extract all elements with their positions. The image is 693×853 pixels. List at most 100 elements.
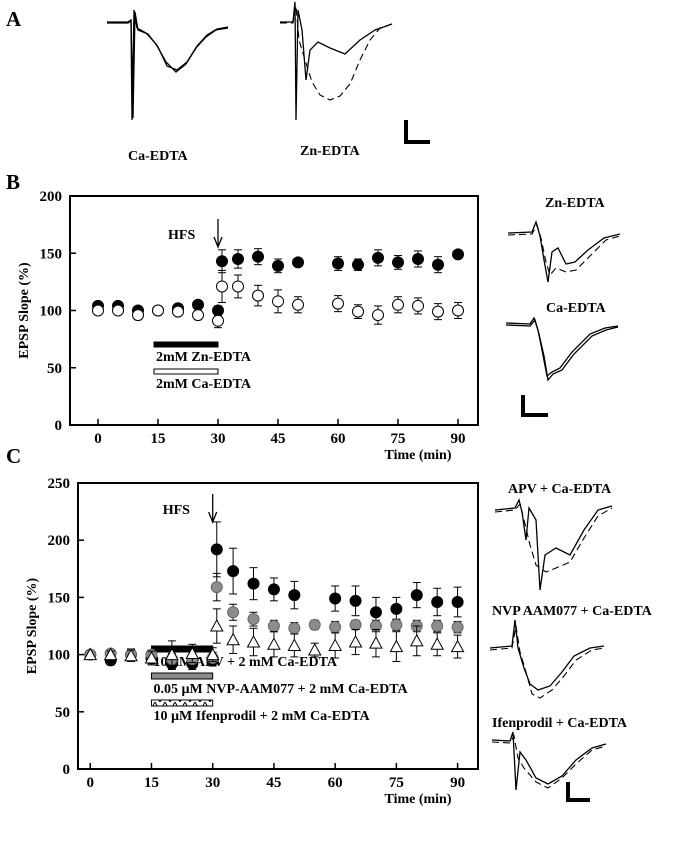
chart0-data-point xyxy=(452,248,464,261)
chart1-data-point xyxy=(349,594,362,607)
chart1-data-point xyxy=(431,595,444,608)
panel-label-a: A xyxy=(6,7,22,31)
chart1-ytick-label: 50 xyxy=(55,705,70,721)
chart0-data-point xyxy=(332,297,344,310)
panel-c-hfs-label: HFS xyxy=(163,503,190,518)
chart0-ytick-label: 0 xyxy=(55,418,63,434)
chart0-series-1 xyxy=(92,269,464,329)
panel-a-label-zn: Zn-EDTA xyxy=(300,144,361,159)
chart1-data-point xyxy=(328,638,342,651)
chart0-xlabel: Time (min) xyxy=(384,448,451,463)
chart0-data-point xyxy=(392,256,404,269)
chart0-xtick-label: 90 xyxy=(451,431,466,447)
chart1-data-point xyxy=(185,646,200,659)
chart1-data-point xyxy=(329,621,342,634)
chart0-data-point xyxy=(272,295,284,308)
chart1-data-point xyxy=(210,581,223,594)
chart0-data-point xyxy=(192,309,204,322)
chart1-drug-bar-label: 10 µM APV + 2 mM Ca-EDTA xyxy=(153,655,337,670)
chart1-data-point xyxy=(390,618,403,631)
chart0-data-point xyxy=(192,298,204,311)
panel-c-scale-bar xyxy=(566,782,590,802)
chart1-data-point xyxy=(83,647,98,661)
chart1-hfs-arrow-head xyxy=(208,511,218,524)
chart1-data-point xyxy=(450,639,465,653)
chart1-data-point xyxy=(226,632,240,646)
chart0-data-point xyxy=(372,251,384,264)
chart1-drug-bar xyxy=(150,699,214,707)
panel-a-label-ca: Ca-EDTA xyxy=(128,149,189,164)
chart1-data-point xyxy=(247,613,260,626)
panel-label-b: B xyxy=(6,170,20,194)
chart1-data-point xyxy=(410,589,423,602)
chart0-data-point xyxy=(172,305,184,318)
chart1-ytick-label: 200 xyxy=(48,533,71,549)
panel-b-hfs-label: HFS xyxy=(168,228,195,243)
panel-c-trace-nvp xyxy=(489,619,605,699)
chart1-data-point xyxy=(451,621,464,634)
chart1-data-point xyxy=(124,648,138,662)
chart1-drug-bar-label: 10 µM Ifenprodil + 2 mM Ca-EDTA xyxy=(153,709,370,724)
chart0-hfs-arrow-head xyxy=(213,236,223,249)
chart1-data-point xyxy=(288,589,301,602)
chart1-data-point xyxy=(390,602,403,615)
panel-b-trace-label-ca: Ca-EDTA xyxy=(546,301,607,316)
chart0-data-point xyxy=(292,298,304,311)
chart0-ylabel: EPSP Slope (%) xyxy=(17,262,32,359)
chart1-data-point xyxy=(210,543,223,556)
chart0-data-point xyxy=(232,280,244,293)
chart0-data-point xyxy=(272,259,284,272)
panel-c-trace-label-apv: APV + Ca-EDTA xyxy=(508,482,612,497)
chart1-xlabel: Time (min) xyxy=(384,792,451,807)
panel-b-trace-zn xyxy=(507,219,621,283)
chart0-drug-bar xyxy=(153,368,219,375)
chart1-ylabel: EPSP Slope (%) xyxy=(25,577,40,674)
chart1-xtick-label: 0 xyxy=(86,775,94,791)
chart1-xtick-label: 15 xyxy=(144,775,159,791)
chart1-data-point xyxy=(389,639,404,653)
chart0-data-point xyxy=(452,304,464,317)
chart0-data-point xyxy=(216,280,228,293)
chart0-data-point xyxy=(432,258,444,271)
chart0-drug-bar-label: 2mM Ca-EDTA xyxy=(156,377,252,392)
panel-c-trace-label-nvp: NVP AAM077 + Ca-EDTA xyxy=(492,604,653,619)
chart1-drug-bar xyxy=(150,645,214,653)
chart1-data-point xyxy=(246,634,261,648)
chart1-data-point xyxy=(307,642,322,656)
chart0-ytick-label: 150 xyxy=(40,246,63,262)
chart0-data-point xyxy=(252,289,264,302)
panel-c-trace-ifen xyxy=(491,731,607,791)
chart1-data-point xyxy=(308,618,321,631)
panel-a-trace-zn xyxy=(280,1,393,121)
chart0-data-point xyxy=(232,252,244,265)
chart0-data-point xyxy=(152,304,164,317)
chart0-ytick-label: 100 xyxy=(40,304,63,320)
chart0-drug-bar-label: 2mM Zn-EDTA xyxy=(156,350,252,365)
chart0-data-point xyxy=(332,257,344,270)
chart0-data-point xyxy=(392,298,404,311)
chart0-ytick-label: 50 xyxy=(47,361,62,377)
chart1-data-point xyxy=(267,620,280,632)
chart1-data-point xyxy=(227,606,240,619)
chart1-data-point xyxy=(409,633,424,647)
chart1-drug-bar xyxy=(150,672,214,680)
chart1-drug-bar-label: 0.05 µM NVP-AAM077 + 2 mM Ca-EDTA xyxy=(153,682,408,697)
chart0-drug-bar xyxy=(153,341,219,348)
chart1-data-point xyxy=(348,634,363,648)
chart0-xtick-label: 45 xyxy=(271,431,286,447)
chart0-xtick-label: 30 xyxy=(211,431,226,447)
chart1-data-point xyxy=(247,577,260,590)
chart1-frame xyxy=(77,482,479,770)
chart1-data-point xyxy=(431,620,444,632)
chart1-ytick-label: 150 xyxy=(48,590,71,606)
chart0-xtick-label: 75 xyxy=(391,431,406,447)
chart1-data-point xyxy=(267,583,280,596)
chart0-xtick-label: 60 xyxy=(331,431,346,447)
panel-c-trace-apv xyxy=(494,498,613,591)
chart0-data-point xyxy=(432,305,444,318)
chart0-data-point xyxy=(292,256,304,269)
chart1-data-point xyxy=(369,636,383,649)
chart1-data-point xyxy=(205,647,220,661)
